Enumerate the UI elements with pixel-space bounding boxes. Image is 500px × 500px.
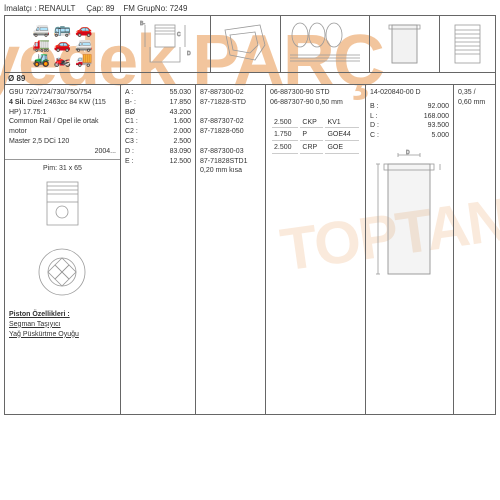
- rail-info: Common Rail / Opel ile ortak motor: [9, 117, 116, 137]
- vehicle-icons-cell: 🚐 🚌 🚗 🚛 🚗 🚐 🚜 🏍️ 🚚: [5, 16, 121, 72]
- cylinder-count: 4 Sil.: [9, 99, 25, 106]
- part-number: [200, 108, 261, 118]
- part-number: 87-71828-050: [200, 127, 261, 137]
- diameter-value: 89: [106, 4, 115, 13]
- liner-dim-row: C :5.000: [370, 131, 449, 141]
- mfr-label: İmalatçı :: [4, 4, 36, 13]
- dimension-row: C3 :2.500: [125, 137, 191, 147]
- dimensions-col: A :55.030B- :17.850BØ43.200C1 :1.600C2 :…: [121, 85, 196, 414]
- spec-row: 1.750PGOE44: [272, 130, 359, 141]
- engine-code: G9U 720/724/730/750/754: [9, 88, 116, 98]
- liner-diagram-cell: [370, 16, 440, 72]
- part-number: 87-71828STD1: [200, 157, 261, 167]
- piston-side-view: [9, 177, 116, 241]
- liner-dim-row: B :92.000: [370, 102, 449, 112]
- svg-text:D: D: [406, 150, 410, 156]
- engine-info-col: G9U 720/724/730/750/754 4 Sil. Dizel 246…: [5, 85, 121, 414]
- dimension-row: D :83.090: [125, 147, 191, 157]
- liner-part: 14-020840-00 D: [370, 88, 449, 98]
- dimension-row: E :12.500: [125, 157, 191, 167]
- dimension-row: B- :17.850: [125, 98, 191, 108]
- part-number: 87-887307-02: [200, 117, 261, 127]
- pin-info: Pim: 31 x 65: [9, 164, 116, 174]
- svg-text:C: C: [177, 32, 181, 38]
- group-value: 7249: [170, 4, 188, 13]
- part-number: [200, 137, 261, 147]
- rings-diagram-cell: [281, 16, 371, 72]
- piston-prop-1: Segman Taşıyıcı: [9, 320, 116, 330]
- ring-specs-col: 06-887300-90 STD 06-887307-90 0,50 mm 2.…: [266, 85, 366, 414]
- clearance-col: 0,35 / 0,60 mm: [454, 85, 495, 414]
- part-050: 06-887307-90 0,50 mm: [270, 98, 361, 108]
- piston-prop-2: Yağ Püskürtme Oyuğu: [9, 330, 116, 340]
- piston-diagram-cell: B- C D: [121, 16, 211, 72]
- cylinder-diagram-cell: [440, 16, 495, 72]
- main-data-row: G9U 720/724/730/750/754 4 Sil. Dizel 246…: [4, 85, 496, 415]
- diameter-label: Çap:: [86, 4, 103, 13]
- model-info: Master 2,5 DCi 120: [9, 137, 116, 147]
- dimension-row: A :55.030: [125, 88, 191, 98]
- svg-text:D: D: [187, 51, 191, 57]
- svg-text:B-: B-: [140, 21, 145, 27]
- dimension-row: BØ43.200: [125, 108, 191, 118]
- part-number: 87-71828-STD: [200, 98, 261, 108]
- ring-spec-table: 2.500CKPKV11.750PGOE44 2.500CRPGOE: [270, 116, 361, 156]
- part-std: 06-887300-90 STD: [270, 88, 361, 98]
- liner-dim-row: D :93.500: [370, 121, 449, 131]
- liner-section-diagram: D: [370, 149, 449, 293]
- gasket-diagram-cell: [211, 16, 281, 72]
- liner-dim-row: L :168.000: [370, 112, 449, 122]
- spec-row: 2.500CKPKV1: [272, 118, 359, 129]
- piston-props-title: Piston Özellikleri :: [9, 310, 116, 320]
- dimension-row: C2 :2.000: [125, 127, 191, 137]
- dimension-row: C1 :1.600: [125, 117, 191, 127]
- mfr-value: RENAULT: [39, 4, 76, 13]
- diagram-row: 🚐 🚌 🚗 🚛 🚗 🚐 🚜 🏍️ 🚚 B- C D: [4, 15, 496, 72]
- part-number: 87-887300-02: [200, 88, 261, 98]
- piston-top-view: [9, 245, 116, 304]
- spec-row: 2.500CRPGOE: [272, 143, 359, 154]
- piston-properties: Piston Özellikleri : Segman Taşıyıcı Yağ…: [9, 310, 116, 339]
- page-header: İmalatçı : RENAULT Çap: 89 FM GrupNo: 72…: [4, 4, 496, 13]
- part-number: 0,20 mm kısa: [200, 166, 261, 176]
- group-label: FM GrupNo:: [123, 4, 167, 13]
- liner-specs-col: 14-020840-00 D B :92.000L :168.000D :93.…: [366, 85, 454, 414]
- year-info: 2004...: [9, 147, 116, 157]
- part-number: 87-887300-03: [200, 147, 261, 157]
- part-numbers-col: 87-887300-0287-71828-STD 87-887307-0287-…: [196, 85, 266, 414]
- diameter-title: Ø 89: [4, 72, 496, 85]
- clearance-value: 0,35 / 0,60 mm: [458, 88, 491, 108]
